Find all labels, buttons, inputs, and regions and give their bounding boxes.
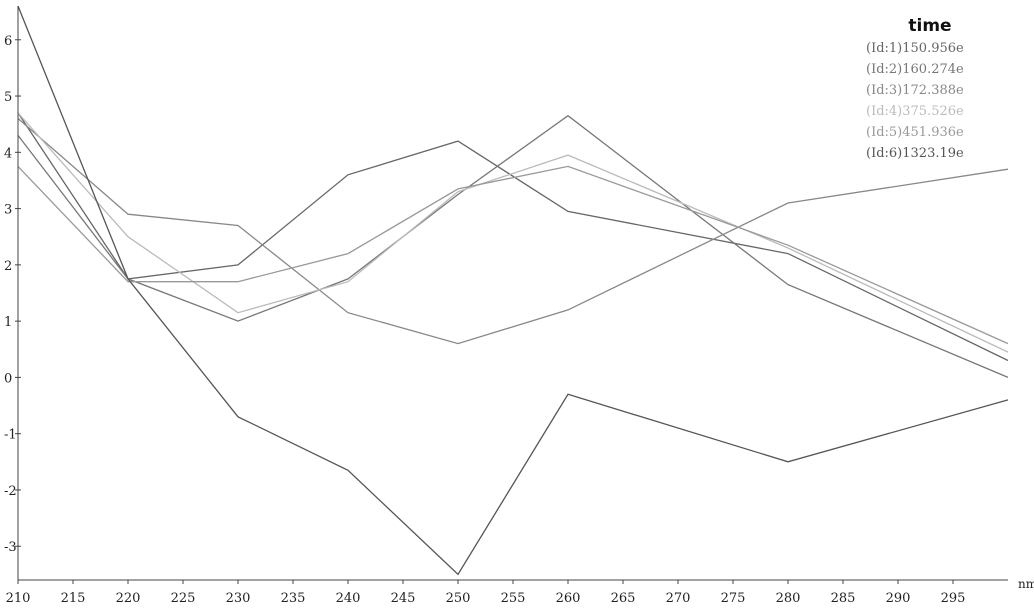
- y-tick-label: -3: [4, 540, 17, 555]
- series-line-2: [17, 114, 1009, 378]
- series-line-3: [17, 118, 1009, 345]
- legend-title: time: [908, 16, 951, 36]
- x-tick-label: 260: [556, 591, 581, 606]
- legend-entry-5: (Id:5)451.936e: [866, 125, 964, 140]
- y-tick-label: 0: [4, 371, 12, 386]
- legend-entry-6: (Id:6)1323.19e: [866, 146, 964, 161]
- y-tick-label: 1: [4, 315, 12, 330]
- y-axis-ticks: 6 5 4 3 2 1 0 -1 -2 -3: [4, 34, 21, 555]
- x-tick-label: 250: [446, 591, 471, 606]
- legend-entry-3: (Id:3)172.388e: [866, 83, 964, 98]
- y-tick-label: -2: [4, 484, 17, 499]
- legend-entries: (Id:1)150.956e (Id:2)160.274e (Id:3)172.38…: [866, 41, 964, 161]
- x-tick-label: 275: [721, 591, 746, 606]
- x-tick-label: 245: [391, 591, 416, 606]
- legend: time (Id:1)150.956e (Id:2)160.274e (Id:3)1…: [866, 16, 964, 161]
- x-tick-label: 210: [6, 591, 31, 606]
- y-tick-label: 2: [4, 259, 12, 274]
- legend-entry-2: (Id:2)160.274e: [866, 62, 964, 77]
- x-tick-label: 290: [886, 591, 911, 606]
- y-tick-label: 3: [4, 203, 12, 218]
- x-tick-label: 295: [941, 591, 966, 606]
- x-tick-label: 235: [281, 591, 306, 606]
- x-tick-label: 215: [61, 591, 86, 606]
- series-layer: [17, 5, 1009, 576]
- x-axis-ticks: 210 215 220 225 230 235 240 245 250 255 260 265 270 2…: [6, 580, 966, 606]
- legend-entry-1: (Id:1)150.956e: [866, 41, 964, 56]
- y-tick-label: 5: [4, 90, 12, 105]
- x-tick-label: 240: [336, 591, 361, 606]
- x-tick-label: 285: [831, 591, 856, 606]
- y-tick-label: -1: [4, 428, 17, 443]
- x-tick-label: 225: [171, 591, 196, 606]
- x-axis-unit-label: nm: [1018, 577, 1034, 591]
- x-tick-label: 230: [226, 591, 251, 606]
- series-line-5: [17, 165, 1009, 345]
- series-line-1: [17, 112, 1009, 362]
- x-tick-label: 280: [776, 591, 801, 606]
- x-tick-label: 220: [116, 591, 141, 606]
- legend-entry-4: (Id:4)375.526e: [866, 104, 964, 119]
- y-tick-label: 6: [4, 34, 12, 49]
- series-line-6: [17, 5, 1009, 576]
- series-line-4: [17, 112, 1009, 353]
- x-tick-label: 255: [501, 591, 526, 606]
- x-tick-label: 270: [666, 591, 691, 606]
- x-tick-label: 265: [611, 591, 636, 606]
- y-tick-label: 4: [4, 146, 12, 161]
